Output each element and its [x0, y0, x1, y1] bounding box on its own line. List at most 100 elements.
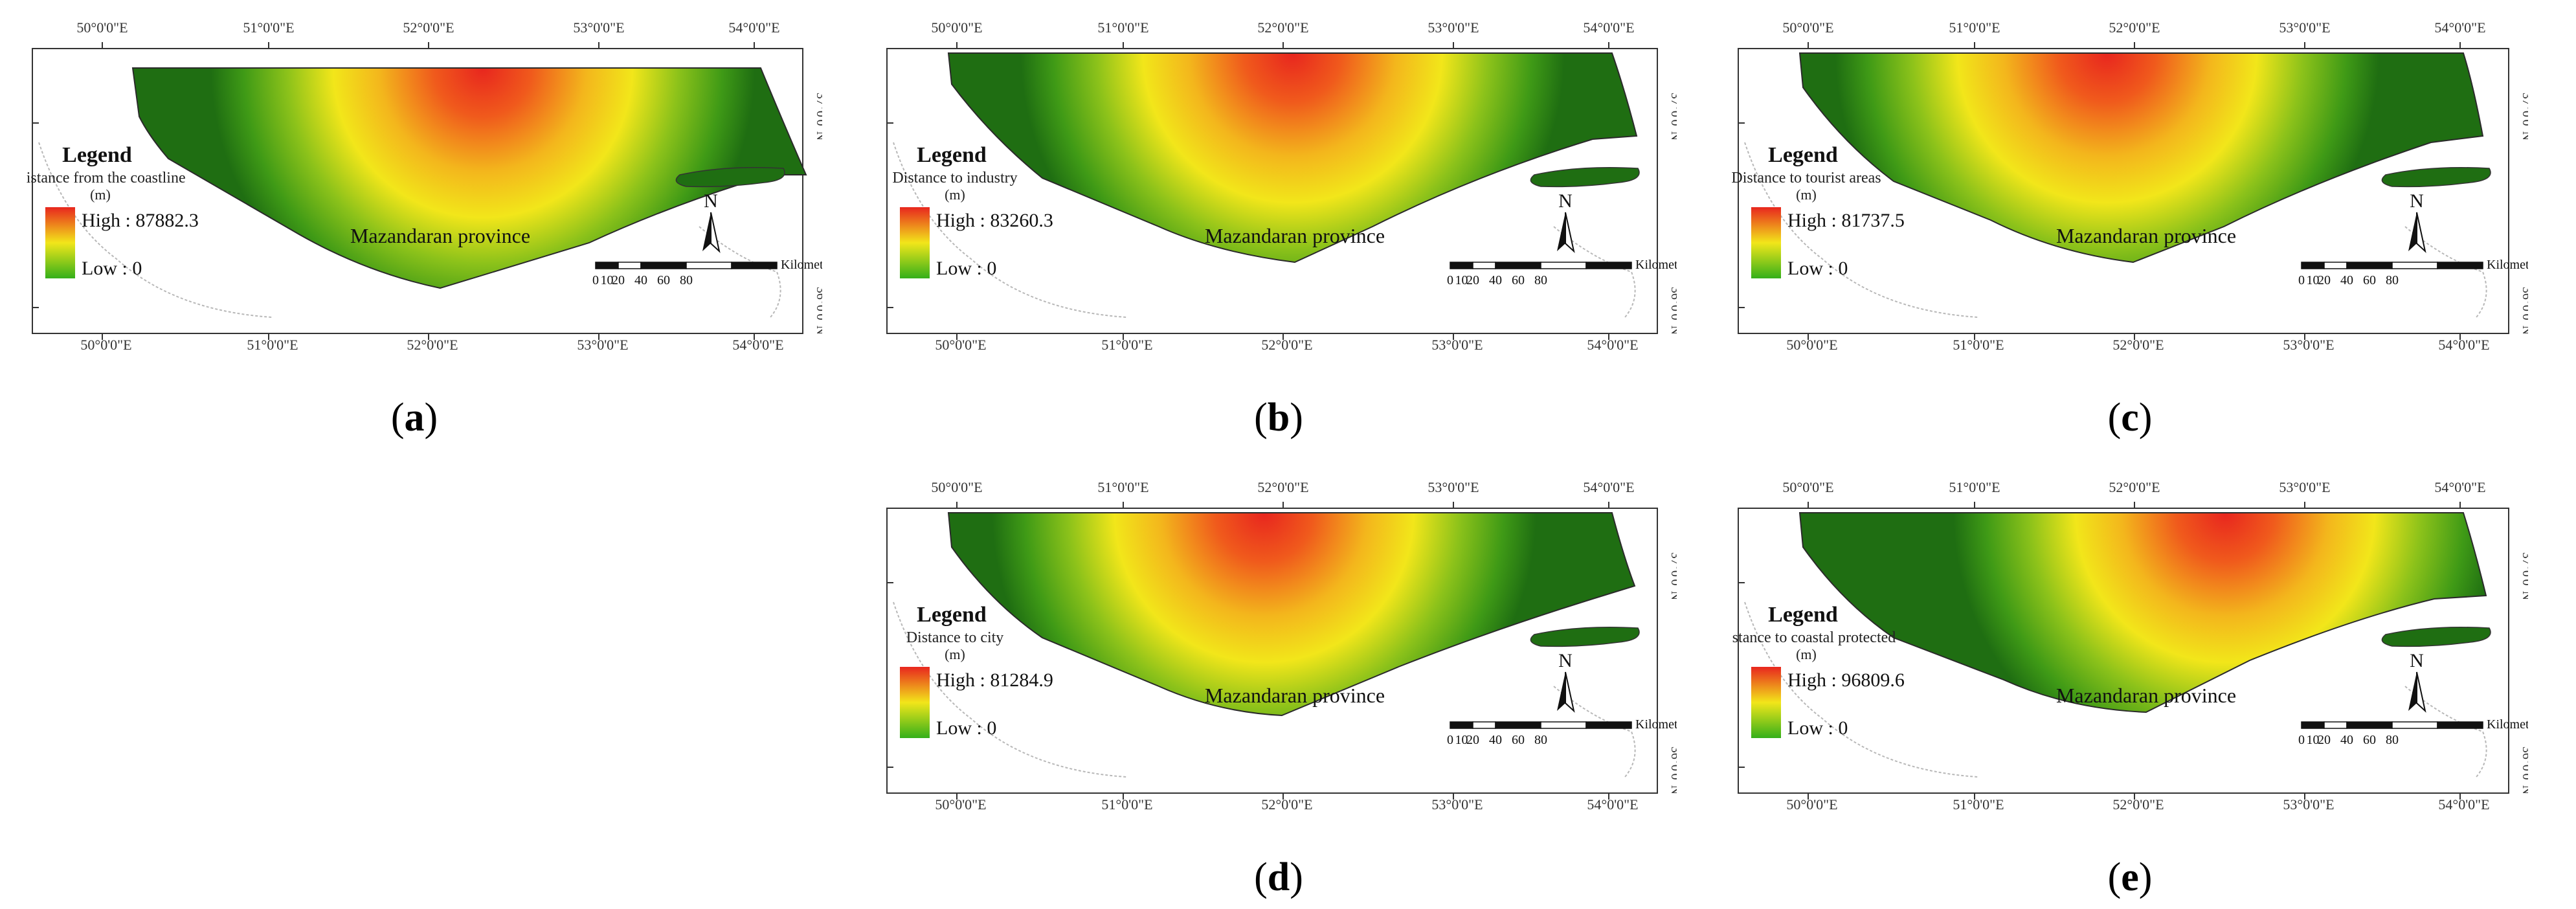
caption-paren: )	[1290, 855, 1303, 899]
legend-color-ramp	[1751, 207, 1781, 278]
map-svg-b: 50°0'0"E 51°0'0"E 52°0'0"E 53°0'0"E 54°0'0"E…	[880, 19, 1677, 350]
lon-label-top: 53°0'0"E	[2279, 479, 2330, 495]
lon-label-bottom: 54°0'0"E	[1587, 796, 1638, 809]
scale-tick-label: 20	[612, 273, 625, 287]
caption-paren: (	[390, 396, 405, 440]
lon-label-top: 54°0'0"E	[728, 19, 779, 36]
lat-label-left: 37°0'0"N	[1732, 565, 1734, 613]
caption-paren: (	[1254, 396, 1268, 440]
legend-label: Distance from the coastline	[26, 170, 186, 186]
legend-label: Distance to coastal protected	[1732, 629, 1896, 646]
caption-paren: (	[2107, 855, 2122, 899]
legend-title: Legend	[62, 143, 132, 167]
map-svg-d: 50°0'0"E 51°0'0"E 52°0'0"E 53°0'0"E 54°0'0"E…	[880, 479, 1677, 809]
lon-label-top: 53°0'0"E	[2279, 19, 2330, 36]
scale-bar-segment	[1472, 721, 1496, 729]
lon-label-bottom: 51°0'0"E	[1953, 337, 2004, 350]
province-label: Mazandaran province	[350, 224, 530, 247]
north-arrow-icon	[2416, 671, 2426, 713]
lon-label-top: 52°0'0"E	[2109, 479, 2160, 495]
lon-label-bottom: 53°0'0"E	[2283, 337, 2334, 350]
lon-label-bottom: 53°0'0"E	[577, 337, 628, 350]
scale-tick-label: 0	[1447, 273, 1453, 287]
lat-label-right: 37°0'0"N	[1668, 93, 1677, 140]
scale-unit: Kilometers	[2487, 258, 2528, 272]
province-boundary	[1744, 601, 2487, 778]
scale-tick-label: 20	[1466, 273, 1479, 287]
scale-bar-segment	[2391, 262, 2438, 269]
legend-high: High : 87882.3	[82, 210, 199, 231]
caption-paren: (	[2107, 396, 2122, 440]
north-arrow-icon	[1565, 212, 1575, 253]
lon-label-bottom: 50°0'0"E	[1786, 796, 1837, 809]
province-boundary	[893, 142, 1636, 318]
caption-letter: e	[2121, 855, 2139, 899]
scale-tick-label: 0	[2298, 273, 2305, 287]
legend-label: Distance to tourist areas	[1732, 170, 1881, 186]
scale-bar-segment	[1585, 262, 1632, 269]
island-shape	[2381, 167, 2491, 188]
legend-high: High : 96809.6	[1787, 669, 1905, 691]
scale-tick-label: 40	[1489, 733, 1502, 747]
lon-label-bottom: 54°0'0"E	[732, 337, 783, 350]
map-svg-c: 50°0'0"E 51°0'0"E 52°0'0"E 53°0'0"E 54°0'0"E…	[1732, 19, 2528, 350]
province-label: Mazandaran province	[2056, 684, 2236, 707]
lon-label-top: 54°0'0"E	[1583, 479, 1634, 495]
lon-label-top: 50°0'0"E	[1782, 479, 1833, 495]
scale-tick-label: 40	[1489, 273, 1502, 287]
north-arrow-icon	[710, 212, 721, 253]
scale-tick-label: 0	[2298, 733, 2305, 747]
caption-letter: d	[1267, 855, 1290, 899]
scale-bar-segment	[731, 262, 778, 269]
scale-unit: Kilometers	[1635, 258, 1677, 272]
heatmap-area	[1798, 52, 2484, 264]
scale-tick-label: 20	[2318, 733, 2331, 747]
lon-label-top: 53°0'0"E	[1428, 479, 1479, 495]
legend-color-ramp	[45, 207, 75, 278]
lon-label-bottom: 53°0'0"E	[1431, 337, 1483, 350]
scale-bar-segment	[1495, 721, 1541, 729]
heatmap-area	[131, 67, 807, 289]
lon-label-top: 54°0'0"E	[1583, 19, 1634, 36]
scale-tick-label: 20	[1466, 733, 1479, 747]
scale-tick-label: 10	[2307, 273, 2320, 287]
panel-caption-d: (d)	[1246, 855, 1311, 901]
north-arrow-icon	[2416, 212, 2426, 253]
lon-label-top: 51°0'0"E	[1097, 479, 1148, 495]
caption-letter: c	[2121, 396, 2139, 440]
island-shape	[1530, 627, 1640, 647]
lon-label-bottom: 52°0'0"E	[1261, 796, 1312, 809]
legend-low: Low : 0	[1787, 258, 1848, 279]
scale-bar-segment	[640, 262, 687, 269]
scale-bar-segment	[2437, 721, 2483, 729]
lat-label-right: 36°0'0"N	[1668, 287, 1677, 335]
lat-label-right: 36°0'0"N	[1668, 746, 1677, 794]
legend-high: High : 83260.3	[936, 210, 1053, 231]
scale-unit: Kilometers	[781, 258, 822, 272]
scale-bar-segment	[1540, 721, 1587, 729]
scale-bar-segment	[1495, 262, 1541, 269]
lat-label-left: 36°0'0"N	[880, 740, 882, 788]
scale-tick-label: 60	[1512, 733, 1525, 747]
heatmap-area	[1798, 512, 2487, 713]
caption-paren: )	[424, 396, 438, 440]
island-shape	[2381, 627, 2491, 647]
lat-label-left: 37°0'0"N	[880, 106, 882, 153]
lon-label-top: 51°0'0"E	[1949, 19, 2000, 36]
north-arrow-icon	[1557, 672, 1565, 711]
north-label: N	[704, 190, 718, 212]
panel-caption-a: (a)	[382, 395, 447, 441]
legend-unit: (m)	[90, 186, 111, 203]
north-arrow-icon	[1565, 671, 1575, 713]
scale-bar-segment	[595, 262, 619, 269]
lat-label-right: 36°0'0"N	[2520, 287, 2528, 335]
scale-tick-label: 0	[592, 273, 599, 287]
legend-unit: (m)	[1796, 186, 1817, 203]
scale-tick-label: 60	[1512, 273, 1525, 287]
lon-label-top: 51°0'0"E	[243, 19, 294, 36]
legend-low: Low : 0	[936, 717, 996, 739]
legend-color-ramp	[900, 667, 930, 738]
lat-label-right: 37°0'0"N	[1668, 552, 1677, 600]
heatmap-area	[947, 52, 1638, 264]
scale-tick-label: 40	[2340, 733, 2353, 747]
